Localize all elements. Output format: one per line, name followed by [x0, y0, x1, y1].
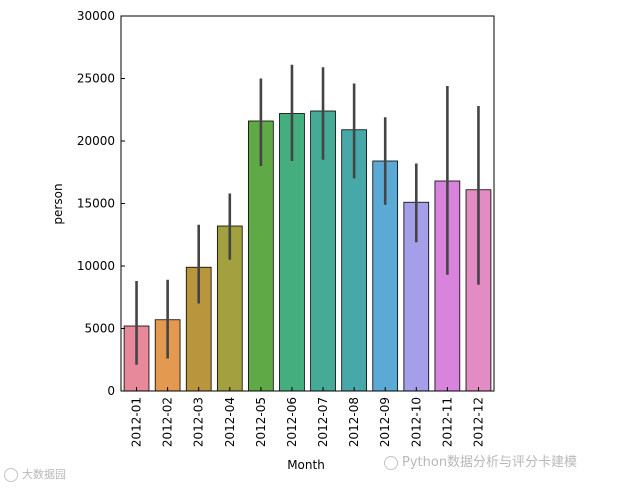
x-tick-label-2012-05: 2012-05 — [254, 397, 268, 447]
y-tick-label-15000: 15000 — [77, 197, 115, 211]
x-tick-label-2012-07: 2012-07 — [316, 397, 330, 447]
x-tick-label-2012-12: 2012-12 — [471, 397, 485, 447]
x-axis-ticks: 2012-01 2012-02 2012-03 2012-04 2012-05 2012-… — [130, 387, 485, 447]
bar-2012-04 — [216, 225, 243, 392]
y-tick-label-10000: 10000 — [77, 259, 115, 273]
watermark-right: Python数据分析与评分卡建模 — [384, 451, 577, 470]
y-tick-label-5000: 5000 — [84, 322, 115, 336]
x-tick-label-2012-08: 2012-08 — [347, 397, 361, 447]
x-tick-label-2012-02: 2012-02 — [161, 397, 175, 447]
y-tick-label-25000: 25000 — [77, 72, 115, 86]
weibo-icon — [4, 468, 18, 482]
x-tick-label-2012-09: 2012-09 — [378, 397, 392, 447]
x-tick-label-2012-01: 2012-01 — [130, 397, 144, 447]
y-axis-ticks: 0 5000 10000 15000 20000 25000 30000 — [77, 9, 125, 398]
wechat-icon — [384, 455, 398, 470]
x-tick-label-2012-04: 2012-04 — [223, 397, 237, 447]
x-tick-label-2012-10: 2012-10 — [409, 397, 423, 447]
y-tick-label-0: 0 — [107, 384, 115, 398]
x-tick-label-2012-03: 2012-03 — [192, 397, 206, 447]
error-bars-layer — [135, 64, 480, 365]
y-tick-label-20000: 20000 — [77, 134, 115, 148]
x-tick-label-2012-06: 2012-06 — [285, 397, 299, 447]
x-tick-label-2012-11: 2012-11 — [440, 397, 454, 447]
x-axis-label: Month — [287, 458, 325, 472]
y-tick-label-30000: 30000 — [77, 9, 115, 23]
bars-layer — [123, 110, 492, 392]
watermark-left: 大数据园 — [4, 466, 66, 482]
watermark-right-text: Python数据分析与评分卡建模 — [402, 455, 578, 470]
y-axis-label: person — [51, 183, 65, 224]
watermark-left-text: 大数据园 — [22, 468, 66, 481]
